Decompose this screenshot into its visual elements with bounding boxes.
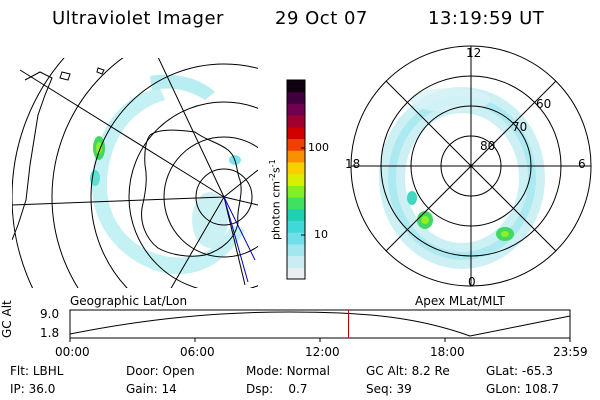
lon-line-1 [12, 196, 225, 206]
info-seq: Seq: 39 [366, 382, 412, 396]
info-gain: Gain: 14 [126, 382, 177, 396]
apex-polar-plot [350, 45, 592, 287]
colorbar-segment [287, 185, 305, 198]
mlat-label-60: 60 [536, 97, 552, 111]
timeline-xtick-3: 18:00 [430, 345, 465, 359]
lon-line-7 [170, 196, 225, 288]
colorbar-segment [287, 138, 305, 151]
mlt-label-12: 12 [466, 46, 482, 60]
colorbar-segment [287, 243, 305, 257]
colorbar-segment [287, 255, 305, 268]
timeline-frame [69, 309, 571, 339]
auroral-arc-upper [150, 74, 215, 100]
lon-line-3 [157, 58, 225, 198]
timeline-ytick-min: 1.8 [40, 326, 60, 340]
auroral-oval-left [91, 88, 245, 275]
mlt-label-6: 6 [578, 157, 586, 171]
terminator-line-2 [223, 196, 256, 261]
info-mode: Mode: Normal [246, 364, 330, 378]
auroral-patch-noon [410, 88, 490, 112]
auroral-hotspot-dusk-core [421, 216, 429, 224]
info-glat: GLat: -65.3 [486, 364, 553, 378]
auroral-spot-dusk [407, 191, 417, 205]
colorbar-segment [287, 161, 305, 175]
timeline-xtick-0: 00:00 [55, 345, 90, 359]
timeline-ytick-max: 9.0 [40, 307, 60, 321]
lat-circle-3 [128, 101, 258, 288]
island-outline [59, 71, 71, 81]
colorbar-segment [287, 173, 305, 186]
timeline-xtick-2: 12:00 [305, 345, 340, 359]
info-dsp: Dsp: 0.7 [246, 382, 308, 396]
colorbar [287, 80, 305, 280]
info-filter: Flt: LBHL [10, 364, 64, 378]
apex-caption: Apex MLat/MLT [415, 294, 505, 308]
lon-line-6 [223, 196, 246, 286]
auroral-hotspot-left-core [96, 142, 102, 154]
lon-line-5 [223, 196, 258, 206]
timeline-xtick-4: 23:59 [553, 345, 588, 359]
info-door: Door: Open [126, 364, 195, 378]
south-america-coastline [12, 71, 53, 241]
observation-date: 29 Oct 07 [275, 8, 368, 29]
geographic-image [12, 58, 258, 288]
timeline-axis-label: GC Alt [0, 300, 14, 338]
colorbar-segment [287, 103, 305, 116]
info-ip: IP: 36.0 [10, 382, 56, 396]
colorbar-unit: photon cm-2s-1 [268, 159, 283, 240]
info-glon: GLon: 108.7 [486, 382, 559, 396]
auroral-hotspot-dawn-core [501, 231, 509, 237]
mlt-label-0: 0 [468, 275, 476, 289]
terminator-line [223, 196, 249, 283]
colorbar-segment [287, 220, 305, 233]
observation-time: 13:19:59 UT [428, 8, 545, 29]
colorbar-frame [286, 79, 306, 280]
antarctica-coastline [141, 129, 242, 257]
timeline-xtick-1: 06:00 [180, 345, 215, 359]
colorbar-segment [287, 126, 305, 140]
colorbar-segment [287, 80, 305, 93]
lat-circle-6 [12, 58, 65, 288]
colorbar-segment [287, 115, 305, 128]
colorbar-segment [287, 150, 305, 163]
lat-circle-5 [51, 58, 124, 288]
colorbar-label-10: 10 [314, 228, 328, 241]
colorbar-label-100: 100 [308, 141, 329, 154]
mlt-label-18: 18 [345, 157, 361, 171]
lon-line-2 [19, 69, 225, 198]
lat-circle-1 [195, 168, 253, 226]
colorbar-segment [287, 267, 305, 280]
lat-circle-2 [163, 136, 258, 258]
mlat-label-70: 70 [512, 120, 528, 134]
mlt-line-diag-2 [385, 80, 557, 252]
instrument-title: Ultraviolet Imager [52, 8, 224, 29]
island-outline-2 [96, 67, 105, 75]
geographic-caption: Geographic Lat/Lon [70, 294, 188, 308]
colorbar-segment [287, 91, 305, 104]
gc-alt-curve [69, 311, 571, 337]
lat-circle-4 [90, 63, 258, 288]
colorbar-segment [287, 208, 305, 221]
colorbar-segment [287, 197, 305, 210]
info-gc-alt: GC Alt: 8.2 Re [366, 364, 450, 378]
mlat-label-80: 80 [480, 139, 496, 153]
colorbar-segment [287, 232, 305, 245]
